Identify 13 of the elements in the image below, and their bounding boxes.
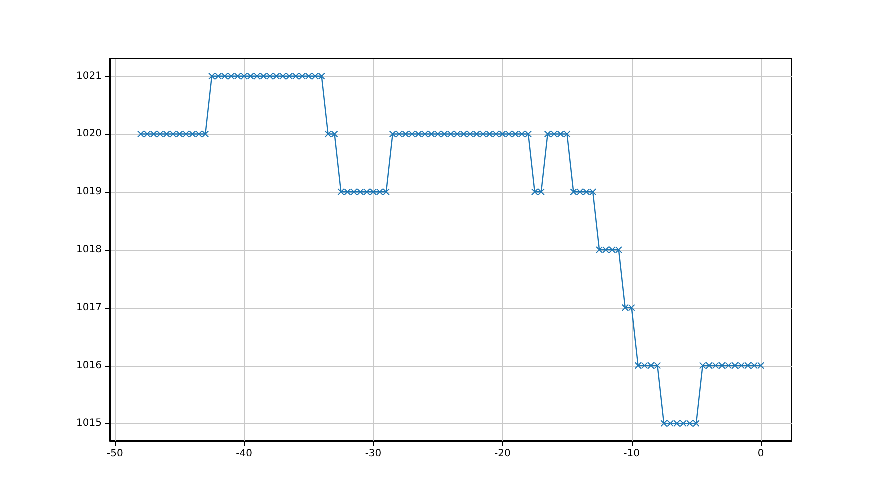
y-tick-label: 1015 xyxy=(76,418,102,430)
x-tick-label: -40 xyxy=(236,448,253,460)
y-tick-label: 1020 xyxy=(76,128,102,140)
y-tick-label: 1021 xyxy=(76,70,102,82)
y-tick-label: 1017 xyxy=(76,302,102,314)
x-tick-label: -20 xyxy=(494,448,511,460)
x-tick-label: -30 xyxy=(365,448,382,460)
x-tick-label: 0 xyxy=(758,448,764,460)
y-tick-label: 1019 xyxy=(76,186,102,198)
y-tick-label: 1018 xyxy=(76,244,102,256)
x-tick-label: -50 xyxy=(106,448,124,460)
x-tick-label: -10 xyxy=(624,448,640,460)
y-tick-label: 1016 xyxy=(76,360,102,372)
